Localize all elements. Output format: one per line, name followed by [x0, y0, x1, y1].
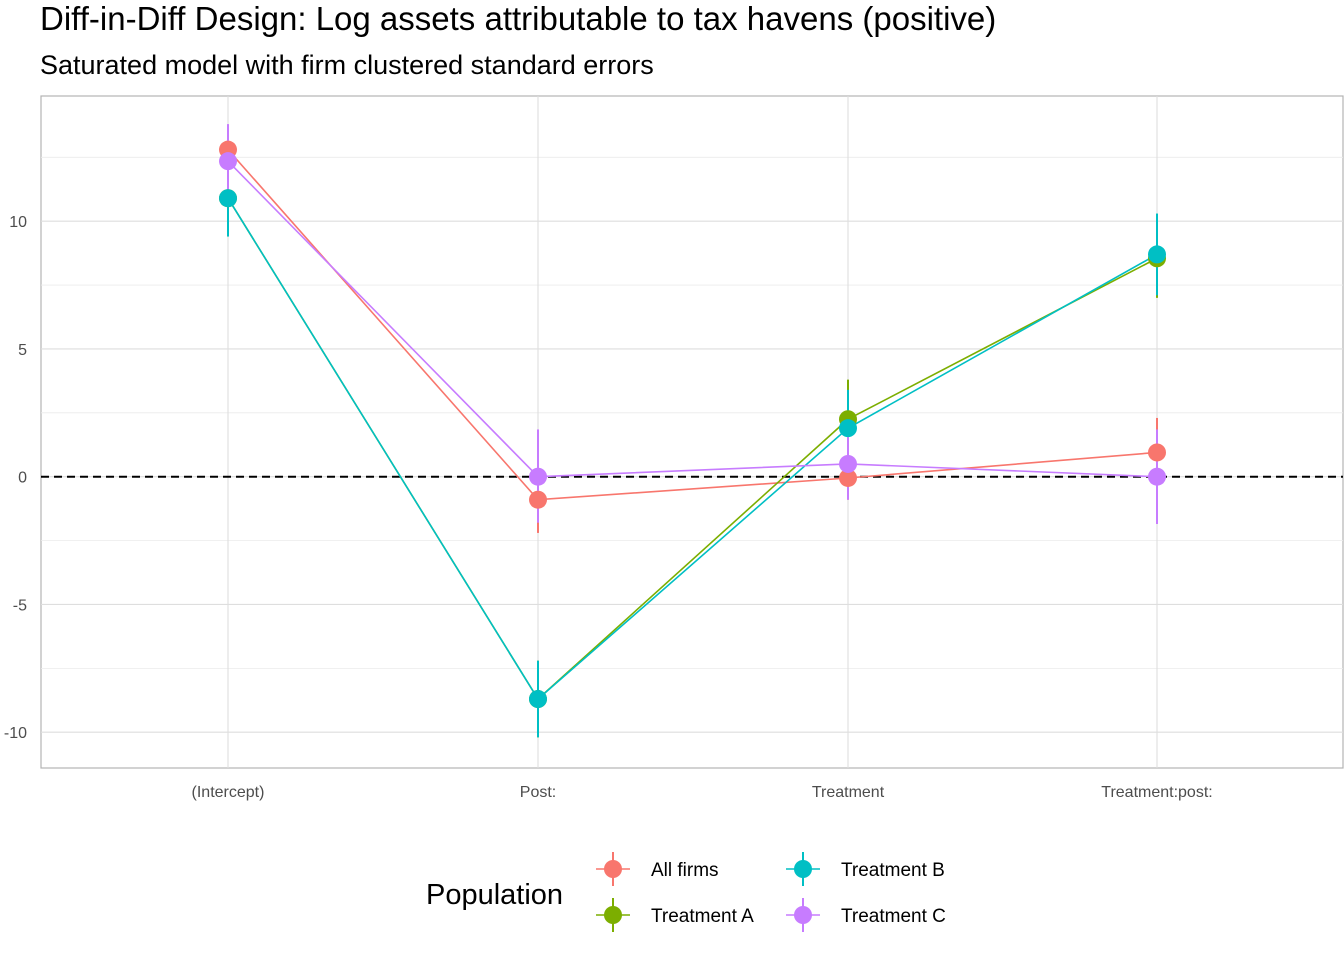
- series-line-all-firms: [227, 149, 1158, 501]
- legend-title: Population: [426, 879, 563, 911]
- series-points: [219, 140, 1166, 709]
- point-treatment-c: [529, 467, 547, 486]
- point-treatment-b: [839, 419, 857, 438]
- x-tick-label: (Intercept): [192, 784, 265, 801]
- point-all-firms: [839, 468, 857, 487]
- point-treatment-c: [1148, 467, 1166, 486]
- grid-minor: [41, 156, 1343, 669]
- legend-label: Treatment A: [651, 906, 754, 927]
- point-treatment-b: [1148, 245, 1166, 264]
- legend-label: Treatment C: [841, 906, 946, 927]
- series-line-treatment-b: [227, 197, 1158, 701]
- legend-item-treatment-c: Treatment C: [786, 898, 946, 932]
- legend-key-point: [604, 906, 622, 924]
- legend-key-point: [794, 906, 812, 924]
- legend-label: All firms: [651, 860, 719, 881]
- point-treatment-b: [529, 690, 547, 709]
- x-axis-ticks: (Intercept) Post: Treatment Treatment:post:: [192, 784, 1213, 801]
- x-tick-label: Post:: [520, 784, 556, 801]
- y-axis-ticks: 10 5 0 -5 -10: [4, 214, 27, 742]
- legend-items: All firms Treatment A Treatment B Treatment…: [596, 852, 946, 932]
- legend-item-treatment-a: Treatment A: [596, 898, 754, 932]
- legend-label: Treatment B: [841, 860, 945, 881]
- x-tick-label: Treatment: [812, 784, 885, 801]
- legend-key-point: [794, 860, 812, 878]
- y-tick-label: 10: [9, 214, 27, 231]
- legend-item-treatment-b: Treatment B: [786, 852, 945, 886]
- point-all-firms: [1148, 443, 1166, 462]
- point-treatment-c: [219, 152, 237, 171]
- y-tick-label: 5: [18, 342, 27, 359]
- point-treatment-c: [839, 454, 857, 473]
- y-tick-label: -10: [4, 725, 27, 742]
- point-all-firms: [529, 490, 547, 509]
- chart-title: Diff-in-Diff Design: Log assets attribut…: [40, 0, 996, 37]
- legend: Population All firms Treatment A Treatment…: [426, 852, 946, 932]
- plot-panel: [40, 95, 1344, 769]
- series-lines: [227, 149, 1158, 701]
- point-treatment-b: [219, 189, 237, 208]
- series-line-treatment-c: [227, 160, 1158, 478]
- legend-item-all-firms: All firms: [596, 852, 719, 886]
- legend-key-point: [604, 860, 622, 878]
- y-tick-label: -5: [13, 597, 27, 614]
- x-tick-label: Treatment:post:: [1101, 784, 1212, 801]
- grid-major: [41, 96, 1343, 768]
- chart-subtitle: Saturated model with firm clustered stan…: [40, 50, 654, 80]
- y-tick-label: 0: [18, 470, 27, 487]
